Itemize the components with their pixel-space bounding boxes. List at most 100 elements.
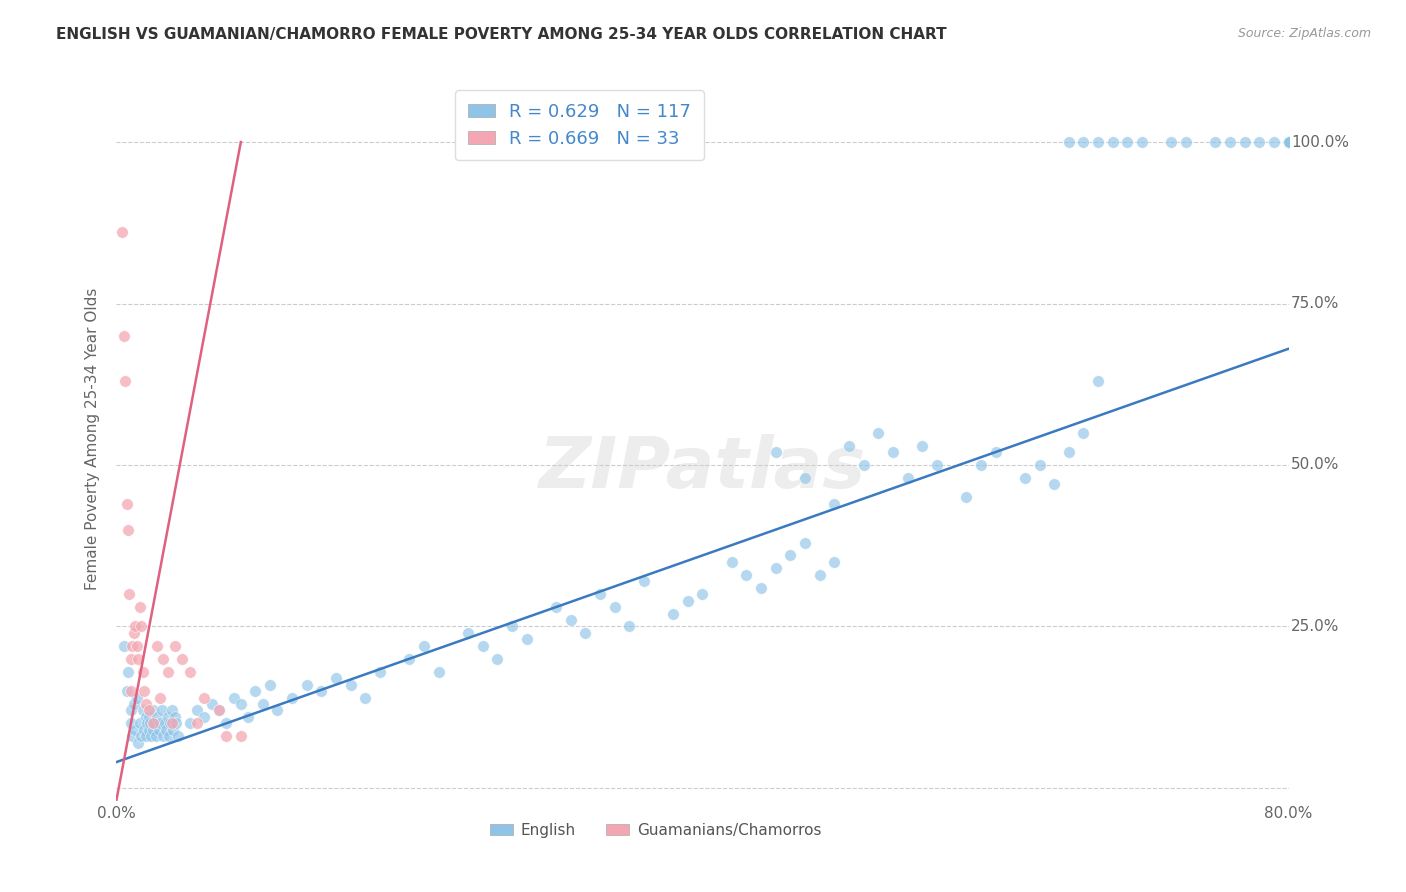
Text: 100.0%: 100.0% (1291, 135, 1348, 150)
Point (325, 671, 347, 685)
Point (143, 716, 166, 731)
Point (925, 458, 948, 472)
Point (128, 716, 150, 731)
Point (121, 639, 143, 653)
Legend: English, Guamanians/Chamorros: English, Guamanians/Chamorros (484, 817, 827, 844)
Point (131, 703, 153, 717)
Point (516, 632, 538, 647)
Point (1130, 135, 1153, 149)
Point (163, 710, 186, 724)
Point (146, 639, 169, 653)
Point (749, 581, 772, 595)
Point (574, 626, 596, 640)
Point (311, 684, 333, 698)
Point (266, 703, 288, 717)
Point (129, 619, 152, 633)
Point (662, 607, 685, 621)
Point (633, 574, 655, 589)
Point (823, 497, 845, 511)
Point (501, 619, 523, 633)
Point (765, 561, 787, 575)
Point (1219, 135, 1241, 149)
Point (245, 684, 267, 698)
Point (138, 703, 160, 717)
Point (1278, 135, 1301, 149)
Point (148, 723, 170, 737)
Text: 50.0%: 50.0% (1291, 458, 1340, 473)
Point (136, 716, 159, 731)
Point (118, 587, 141, 601)
Point (117, 665, 139, 679)
Point (398, 652, 420, 666)
Point (238, 710, 260, 724)
Point (560, 613, 582, 627)
Point (1087, 374, 1109, 388)
Point (1073, 135, 1095, 149)
Point (117, 523, 139, 537)
Point (252, 697, 274, 711)
Point (120, 652, 142, 666)
Point (162, 723, 184, 737)
Point (160, 703, 183, 717)
Point (838, 439, 860, 453)
Y-axis label: Female Poverty Among 25-34 Year Olds: Female Poverty Among 25-34 Year Olds (86, 288, 100, 591)
Point (122, 697, 145, 711)
Point (115, 684, 138, 698)
Point (120, 703, 142, 717)
Point (124, 723, 146, 737)
Point (145, 729, 167, 743)
Text: ZIPatlas: ZIPatlas (538, 434, 866, 502)
Point (955, 491, 977, 505)
Point (149, 690, 172, 705)
Point (186, 703, 208, 717)
Point (1057, 445, 1080, 459)
Point (471, 639, 494, 653)
Point (152, 652, 174, 666)
Point (868, 425, 890, 440)
Text: ENGLISH VS GUAMANIAN/CHAMORRO FEMALE POVERTY AMONG 25-34 YEAR OLDS CORRELATION C: ENGLISH VS GUAMANIAN/CHAMORRO FEMALE POV… (56, 27, 946, 42)
Point (142, 723, 165, 737)
Point (125, 690, 148, 705)
Point (1087, 135, 1109, 149)
Point (134, 684, 156, 698)
Point (229, 729, 252, 743)
Point (139, 716, 162, 731)
Point (114, 374, 136, 388)
Point (134, 723, 156, 737)
Point (135, 710, 157, 724)
Point (157, 729, 180, 743)
Point (779, 549, 801, 563)
Text: Source: ZipAtlas.com: Source: ZipAtlas.com (1237, 27, 1371, 40)
Point (112, 328, 135, 343)
Point (339, 678, 361, 692)
Point (794, 471, 817, 485)
Point (186, 716, 208, 731)
Point (156, 710, 179, 724)
Point (222, 690, 245, 705)
Point (131, 665, 153, 679)
Point (259, 678, 281, 692)
Point (897, 471, 920, 485)
Point (156, 665, 179, 679)
Point (160, 716, 183, 731)
Point (149, 716, 172, 731)
Point (115, 497, 138, 511)
Point (127, 736, 149, 750)
Point (603, 600, 626, 615)
Point (150, 703, 173, 717)
Point (125, 639, 148, 653)
Point (295, 678, 318, 692)
Point (368, 665, 391, 679)
Point (215, 716, 238, 731)
Text: 75.0%: 75.0% (1291, 296, 1340, 311)
Point (823, 555, 845, 569)
Point (1263, 135, 1285, 149)
Point (127, 652, 149, 666)
Point (142, 703, 165, 717)
Point (1175, 135, 1198, 149)
Point (617, 619, 640, 633)
Point (138, 710, 160, 724)
Point (794, 535, 817, 549)
Point (142, 716, 165, 731)
Point (155, 723, 177, 737)
